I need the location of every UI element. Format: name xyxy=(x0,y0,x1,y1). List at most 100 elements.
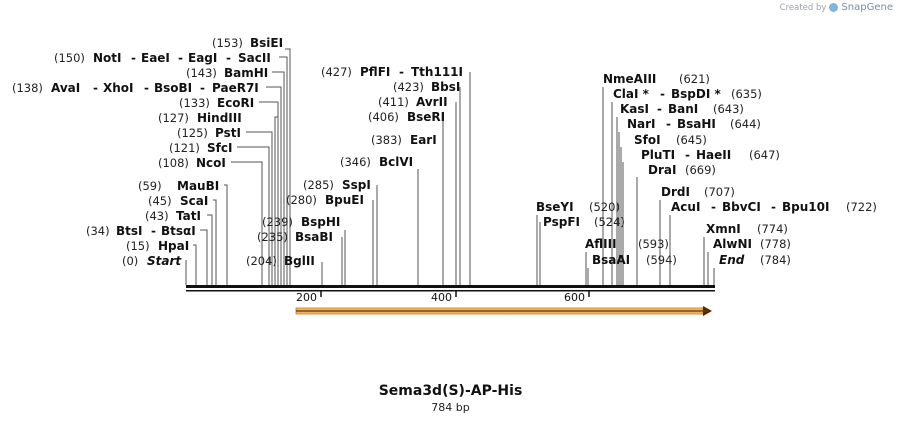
site-label-drai[interactable]: DraI (669) xyxy=(648,163,716,177)
site-label-sfoi[interactable]: SfoI (645) xyxy=(634,133,707,147)
site-position: (45) xyxy=(148,194,172,208)
enzyme-name: Tth111I xyxy=(411,65,463,79)
site-label-tati[interactable]: (43) TatI xyxy=(145,209,201,223)
enzyme-name: AvrII xyxy=(416,95,448,109)
site-position: (635) xyxy=(731,87,762,101)
ruler-label-200: 200 xyxy=(296,291,317,304)
site-label-eari[interactable]: (383) EarI xyxy=(371,133,437,147)
site-label-pluti-group[interactable]: PluTI - HaeII (647) xyxy=(641,148,780,162)
site-position: (707) xyxy=(704,185,735,199)
svg-text:-: - xyxy=(151,224,156,238)
site-label-avrii[interactable]: (411) AvrII xyxy=(378,95,448,109)
site-label-psti[interactable]: (125) PstI xyxy=(177,126,241,140)
site-label-end[interactable]: End (784) xyxy=(719,253,791,267)
svg-text:-: - xyxy=(93,81,98,95)
site-label-bglii[interactable]: (204) BglII xyxy=(246,254,315,268)
site-position: (411) xyxy=(378,95,409,109)
site-position: (34) xyxy=(86,224,110,238)
site-label-start[interactable]: (0) Start xyxy=(122,254,182,268)
site-position: (143) xyxy=(186,66,217,80)
site-position: (59) xyxy=(138,179,162,193)
site-label-sspi[interactable]: (285) SspI xyxy=(303,178,371,192)
site-position: (647) xyxy=(749,148,780,162)
site-position: (722) xyxy=(846,200,877,214)
site-label-pflfi-group[interactable]: (427) PflFI - Tth111I xyxy=(321,65,463,79)
enzyme-name: BsaAI xyxy=(592,253,630,267)
site-label-avai-group[interactable]: (138) AvaI - XhoI - BsoBI - PaeR7I xyxy=(12,81,259,95)
enzyme-name: EarI xyxy=(410,133,437,147)
site-label-bseri[interactable]: (406) BseRI xyxy=(368,110,445,124)
svg-text:-: - xyxy=(711,200,716,214)
site-label-btsi-group[interactable]: (34) BtsI - BtsαI xyxy=(86,224,196,238)
enzyme-name: SfcI xyxy=(207,141,232,155)
site-label-bsphi[interactable]: (239) BspHI xyxy=(262,215,340,229)
site-label-ecori[interactable]: (133) EcoRI xyxy=(179,96,254,110)
site-position: (644) xyxy=(730,117,761,131)
site-label-bamhi[interactable]: (143) BamHI xyxy=(186,66,268,80)
construct-length: 784 bp xyxy=(431,401,470,414)
enzyme-name: XmnI xyxy=(706,222,741,236)
enzyme-name: BseRI xyxy=(407,110,445,124)
site-label-bsabi[interactable]: (235) BsaBI xyxy=(257,230,333,244)
site-label-clai-group[interactable]: ClaI * - BspDI * (635) xyxy=(613,87,762,101)
enzyme-name: PstI xyxy=(215,126,241,140)
site-position: (15) xyxy=(126,239,150,253)
svg-text:-: - xyxy=(200,81,205,95)
site-position: (285) xyxy=(303,178,334,192)
enzyme-name: DrdI xyxy=(661,185,690,199)
feature-arrow[interactable] xyxy=(295,306,712,316)
site-label-bclvi[interactable]: (346) BclVI xyxy=(340,155,413,169)
ruler-label-400: 400 xyxy=(431,291,452,304)
site-label-bpuei[interactable]: (280) BpuEI xyxy=(286,193,364,207)
site-label-nari-group[interactable]: NarI - BsaHI (644) xyxy=(627,117,761,131)
enzyme-name: BpuEI xyxy=(325,193,364,207)
site-label-noti-group[interactable]: (150) NotI - EaeI - EagI - SacII xyxy=(54,51,271,65)
site-position: (621) xyxy=(679,72,710,86)
enzyme-name: BtsI xyxy=(116,224,143,238)
site-position: (774) xyxy=(757,222,788,236)
site-label-afliii[interactable]: AflIII (593) xyxy=(585,237,669,251)
site-label-xmni[interactable]: XmnI (774) xyxy=(706,222,788,236)
site-position: (346) xyxy=(340,155,371,169)
enzyme-name: BsaBI xyxy=(295,230,333,244)
enzyme-name: SspI xyxy=(342,178,371,192)
site-position: (150) xyxy=(54,51,85,65)
enzyme-name: Bpu10I xyxy=(782,200,829,214)
site-label-nmeaiii[interactable]: NmeAIII (621) xyxy=(603,72,710,86)
site-label-drdi[interactable]: DrdI (707) xyxy=(661,185,735,199)
site-label-scai[interactable]: (45) ScaI xyxy=(148,194,208,208)
site-label-bseyi[interactable]: BseYI (520) xyxy=(536,200,620,214)
site-label-bbsi[interactable]: (423) BbsI xyxy=(393,80,460,94)
site-label-maubi[interactable]: (59) MauBI xyxy=(138,179,219,193)
enzyme-name: XhoI xyxy=(103,81,134,95)
site-label-kasi-group[interactable]: KasI - BanI (643) xyxy=(620,102,744,116)
enzyme-name: PspFI xyxy=(543,215,580,229)
enzyme-name: HaeII xyxy=(696,148,731,162)
site-label-pspfi[interactable]: PspFI (524) xyxy=(543,215,625,229)
site-label-ncoi[interactable]: (108) NcoI xyxy=(158,156,226,170)
enzyme-name: TatI xyxy=(176,209,201,223)
site-position: (406) xyxy=(368,110,399,124)
site-label-alwni[interactable]: AlwNI (778) xyxy=(713,237,791,251)
backbone xyxy=(186,285,715,292)
site-position: (43) xyxy=(145,209,169,223)
svg-text:-: - xyxy=(657,102,662,116)
enzyme-name: NarI xyxy=(627,117,656,131)
site-position: (645) xyxy=(676,133,707,147)
enzyme-name: NotI xyxy=(93,51,122,65)
site-label-sfci[interactable]: (121) SfcI xyxy=(169,141,232,155)
enzyme-name: NcoI xyxy=(196,156,226,170)
site-position: (524) xyxy=(594,215,625,229)
site-position: (133) xyxy=(179,96,210,110)
site-position: (427) xyxy=(321,65,352,79)
site-position: (125) xyxy=(177,126,208,140)
site-label-bsaai[interactable]: BsaAI (594) xyxy=(592,253,677,267)
site-label-bsiei[interactable]: (153) BsiEI xyxy=(212,36,283,50)
site-label-hindiii[interactable]: (127) HindIII xyxy=(158,111,242,125)
enzyme-name: BsaHI xyxy=(677,117,716,131)
enzyme-name: EagI xyxy=(188,51,217,65)
enzyme-name: PaeR7I xyxy=(212,81,259,95)
site-label-hpai[interactable]: (15) HpaI xyxy=(126,239,189,253)
enzyme-name: BspDI * xyxy=(671,87,721,101)
site-label-acui-group[interactable]: AcuI - BbvCI - Bpu10I (722) xyxy=(671,200,877,214)
